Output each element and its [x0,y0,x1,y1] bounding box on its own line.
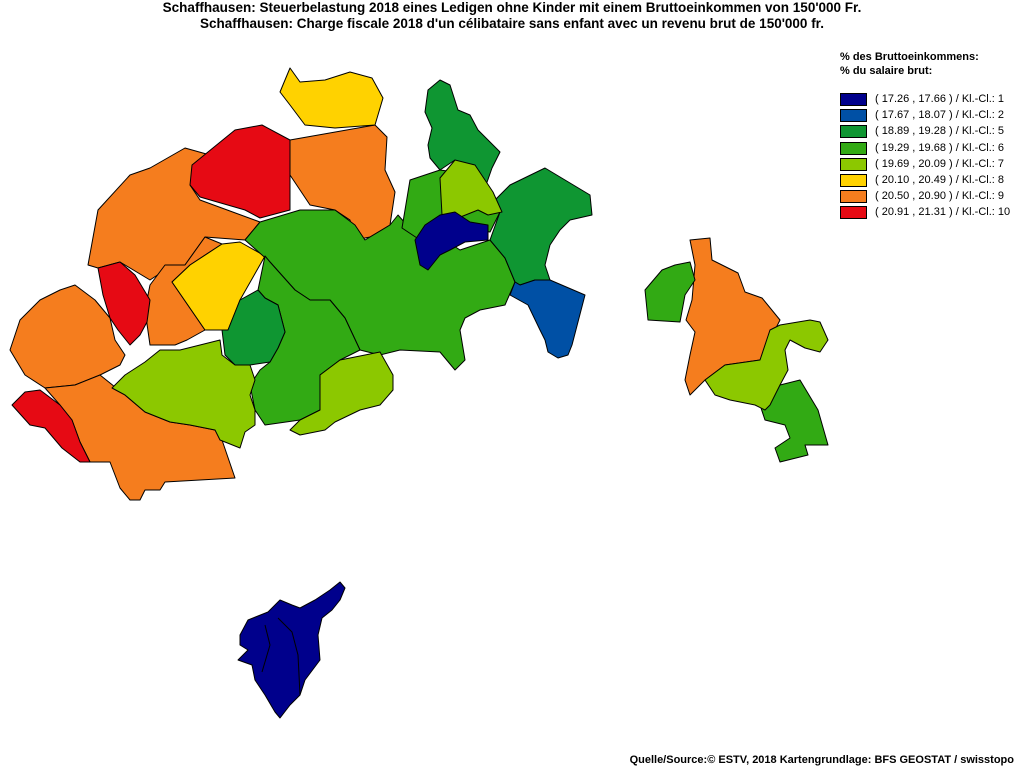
title-german: Schaffhausen: Steuerbelastung 2018 eines… [162,0,862,15]
legend-items: ( 17.26 , 17.66 ) / Kl.-Cl.: 1 ( 17.67 ,… [840,92,1024,222]
municipality-region [644,261,696,323]
municipality-region [759,379,829,463]
legend-item-class-6: ( 19.29 , 19.68 ) / Kl.-Cl.: 6 [840,141,1024,157]
map-titles: Schaffhausen: Steuerbelastung 2018 eines… [0,0,1024,32]
legend-item-class-1: ( 17.26 , 17.66 ) / Kl.-Cl.: 1 [840,92,1024,108]
legend-swatch [840,93,867,106]
municipality-region [279,67,384,129]
municipality-region [97,261,151,346]
legend-label: ( 20.91 , 21.31 ) / Kl.-Cl.: 10 [875,206,1011,219]
municipality-region [11,389,91,463]
municipality-region [509,279,586,359]
legend-item-class-7: ( 19.69 , 20.09 ) / Kl.-Cl.: 7 [840,157,1024,173]
legend-swatch [840,141,867,155]
municipality-region [189,124,291,219]
legend-item-class-8: ( 20.10 , 20.49 ) / Kl.-Cl.: 8 [840,173,1024,189]
municipality-region [424,79,593,286]
source-credit: Quelle/Source:© ESTV, 2018 Kartengrundla… [629,754,1014,766]
legend-title-german: % des Bruttoeinkommens: [840,51,979,63]
legend-item-class-2: ( 17.67 , 18.07 ) / Kl.-Cl.: 2 [840,108,1024,124]
legend-label: ( 17.67 , 18.07 ) / Kl.-Cl.: 2 [875,109,1005,122]
legend-title-french: % du salaire brut: [840,65,933,77]
legend-label: ( 19.69 , 20.09 ) / Kl.-Cl.: 7 [875,157,1005,170]
legend-item-class-9: ( 20.50 , 20.90 ) / Kl.-Cl.: 9 [840,189,1024,205]
legend-label: ( 20.50 , 20.90 ) / Kl.-Cl.: 9 [875,190,1005,203]
municipality-region [111,339,256,449]
municipality-region [289,351,394,436]
legend: % des Bruttoeinkommens: % du salaire bru… [840,50,1024,222]
municipality-region [237,581,346,719]
legend-item-class-10: ( 20.91 , 21.31 ) / Kl.-Cl.: 10 [840,205,1024,221]
legend-label: ( 17.26 , 17.66 ) / Kl.-Cl.: 1 [875,93,1005,105]
municipality-region [704,319,829,411]
legend-swatch [840,109,867,123]
legend-label: ( 19.29 , 19.68 ) / Kl.-Cl.: 6 [875,141,1005,154]
legend-swatch [840,190,867,204]
municipality-region [414,211,489,271]
legend-swatch [840,206,867,220]
municipality-region [9,284,126,389]
legend-item-class-5: ( 18.89 , 19.28 ) / Kl.-Cl.: 5 [840,124,1024,140]
municipality-region [439,159,503,219]
legend-label: ( 18.89 , 19.28 ) / Kl.-Cl.: 5 [875,125,1005,138]
legend-swatch [840,125,867,139]
legend-swatch [840,157,867,171]
legend-label: ( 20.10 , 20.49 ) / Kl.-Cl.: 8 [875,173,1005,186]
title-french: Schaffhausen: Charge fiscale 2018 d'un c… [200,16,824,31]
legend-swatch [840,173,867,187]
